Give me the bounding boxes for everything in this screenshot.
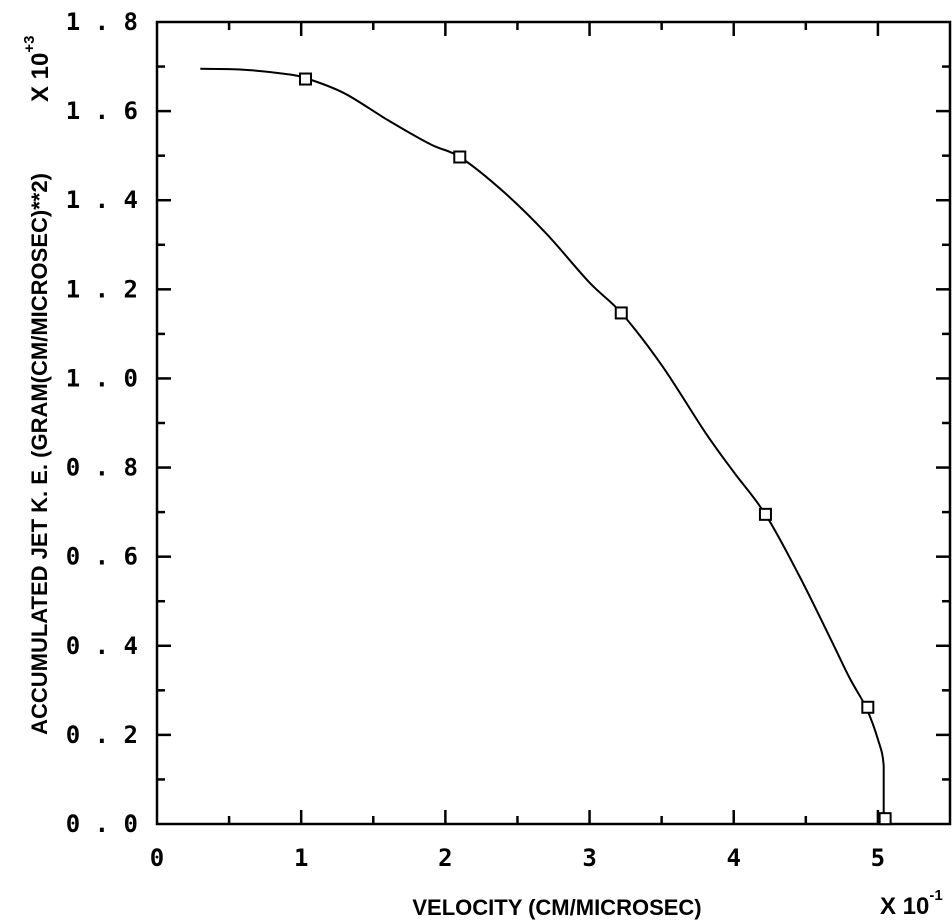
x-tick-label: 2 (438, 844, 452, 872)
y-tick-label: 0 . 0 (66, 810, 138, 838)
x-tick-label: 5 (871, 844, 885, 872)
y-tick-label: 1 . 0 (66, 364, 138, 392)
y-multiplier: X 10+3 (21, 36, 54, 102)
data-point-marker (878, 812, 892, 826)
x-tick-label: 4 (727, 844, 741, 872)
series-curve (200, 67, 885, 824)
y-axis-label: ACCUMULATED JET K. E. (GRAM(CM/MICROSEC)… (27, 173, 52, 735)
x-tick-label: 0 (150, 844, 164, 872)
data-point-marker (299, 72, 313, 86)
y-tick-label: 0 . 2 (66, 721, 138, 749)
y-multiplier-base: X 10 (27, 53, 54, 102)
y-multiplier-exponent: +3 (21, 36, 38, 53)
data-point-marker (453, 150, 467, 164)
y-tick-label: 0 . 6 (66, 543, 138, 571)
data-point-marker (861, 700, 875, 714)
y-tick-label: 1 . 4 (66, 186, 138, 214)
y-tick-label: 1 . 2 (66, 275, 138, 303)
x-multiplier-base: X 10 (880, 893, 929, 920)
data-point-marker (614, 306, 628, 320)
y-tick-label: 0 . 4 (66, 632, 138, 660)
x-tick-label: 1 (294, 844, 308, 872)
plot-frame (155, 20, 952, 826)
x-tick-label: 3 (582, 844, 596, 872)
data-point-marker (758, 507, 772, 521)
y-tick-label: 1 . 6 (66, 97, 138, 125)
y-tick-label: 1 . 8 (66, 8, 138, 36)
y-tick-label: 0 . 8 (66, 454, 138, 482)
series-markers (299, 72, 892, 826)
ticks (157, 22, 950, 824)
x-multiplier: X 10-1 (880, 887, 943, 920)
x-multiplier-exponent: -1 (929, 887, 942, 904)
x-axis-label: VELOCITY (CM/MICROSEC) (412, 895, 701, 920)
tick-labels: 0 1 2 3 4 5 0 . 0 0 . 2 0 . 4 0 . 6 0 . 8 1 . 0 1 . … (66, 8, 885, 872)
